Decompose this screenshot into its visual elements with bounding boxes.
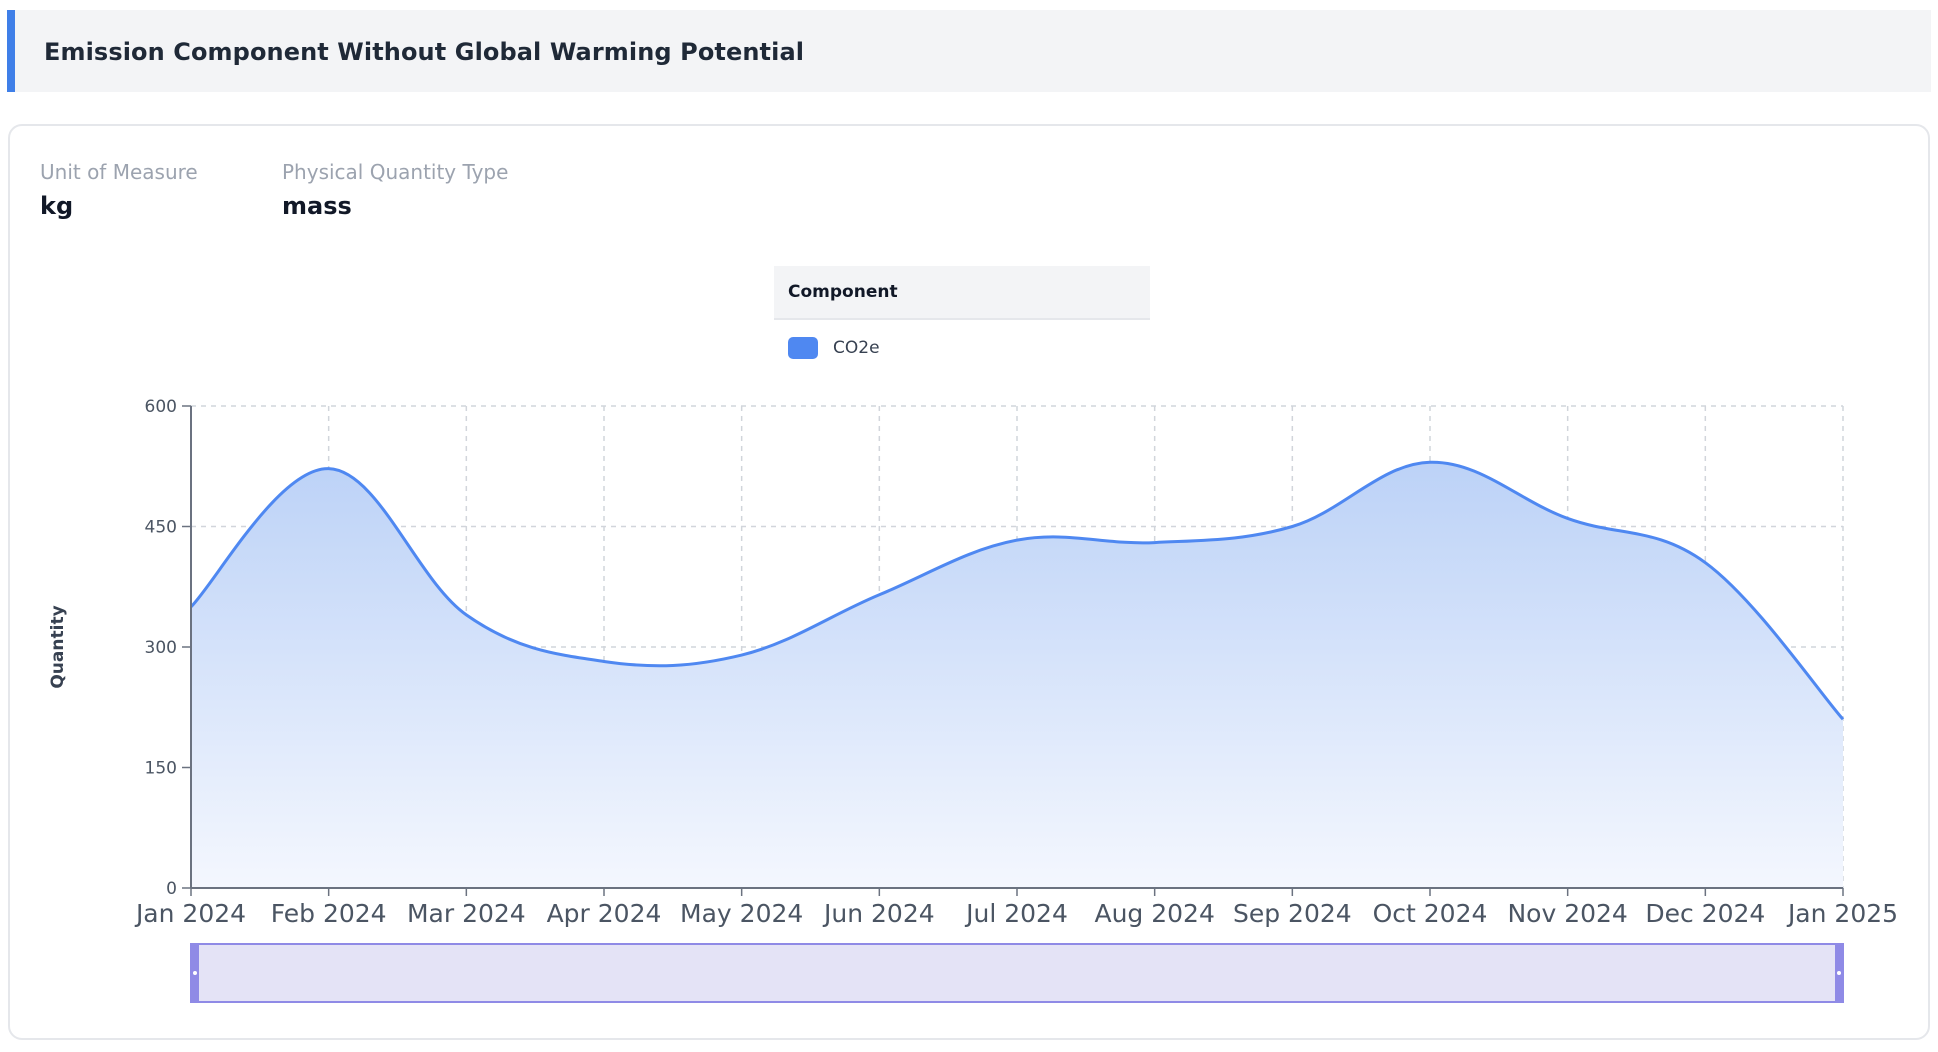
chart-legend: Component CO2e bbox=[774, 266, 1150, 374]
x-tick-label: Oct 2024 bbox=[1373, 899, 1488, 928]
x-tick-label: Jul 2024 bbox=[964, 899, 1068, 928]
y-tick-label: 450 bbox=[145, 518, 177, 538]
range-slider-grip-right bbox=[1837, 971, 1841, 975]
x-tick-label: Apr 2024 bbox=[547, 899, 662, 928]
unit-of-measure: Unit of Measure kg bbox=[40, 160, 198, 220]
physical-quantity-type: Physical Quantity Type mass bbox=[282, 160, 508, 220]
series-line-co2e[interactable] bbox=[189, 460, 1845, 721]
y-tick-label: 0 bbox=[166, 879, 177, 899]
x-tick-label: Dec 2024 bbox=[1645, 899, 1765, 928]
y-tick-label: 300 bbox=[145, 638, 177, 658]
physical-quantity-type-label: Physical Quantity Type bbox=[282, 160, 509, 184]
y-tick-label: 150 bbox=[145, 759, 177, 779]
y-tick-label: 600 bbox=[145, 397, 177, 417]
x-tick-label: Nov 2024 bbox=[1507, 899, 1627, 928]
x-tick-label: Mar 2024 bbox=[407, 899, 526, 928]
range-slider[interactable] bbox=[190, 943, 1844, 1003]
x-tick-label: Jun 2024 bbox=[822, 899, 935, 928]
legend-title: Component bbox=[774, 266, 1150, 320]
x-tick-label: Jan 2025 bbox=[1786, 899, 1898, 928]
x-tick-label: May 2024 bbox=[680, 899, 803, 928]
x-tick-label: Jan 2024 bbox=[134, 899, 246, 928]
range-slider-grip-left bbox=[193, 971, 197, 975]
unit-of-measure-value: kg bbox=[40, 192, 74, 220]
legend-item-co2e[interactable]: CO2e bbox=[788, 336, 1150, 360]
legend-item-label: CO2e bbox=[833, 338, 880, 358]
legend-swatch bbox=[788, 337, 818, 359]
unit-of-measure-label: Unit of Measure bbox=[40, 160, 198, 184]
x-tick-label: Feb 2024 bbox=[271, 899, 387, 928]
section-header: Emission Component Without Global Warmin… bbox=[7, 10, 1931, 92]
physical-quantity-type-value: mass bbox=[282, 192, 352, 220]
section-title: Emission Component Without Global Warmin… bbox=[44, 38, 805, 66]
series-area-co2e bbox=[191, 462, 1843, 888]
x-tick-label: Aug 2024 bbox=[1094, 899, 1214, 928]
y-axis-label: Quantity bbox=[48, 605, 68, 688]
x-tick-label: Sep 2024 bbox=[1233, 899, 1352, 928]
